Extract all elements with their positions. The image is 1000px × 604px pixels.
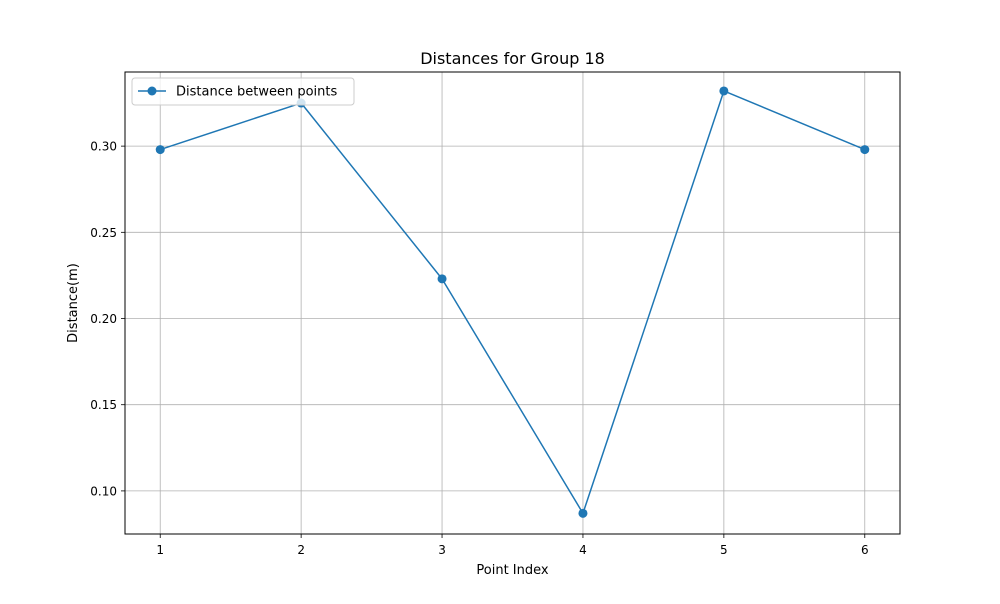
plot-area-frame	[124, 71, 901, 535]
y-tick-label: 0.25	[90, 226, 117, 240]
x-tick-label: 3	[438, 543, 446, 557]
legend-label: Distance between points	[176, 85, 337, 100]
chart-title: Distances for Group 18	[420, 49, 605, 68]
y-tick-label: 0.15	[90, 398, 117, 412]
legend-box	[131, 77, 355, 106]
x-tick-label: 5	[720, 543, 728, 557]
data-point-marker	[578, 508, 588, 518]
y-tick-label: 0.10	[90, 484, 117, 498]
data-point-marker	[719, 86, 729, 96]
x-axis-ticks: 1 2 3 4 5 6	[156, 534, 869, 557]
y-axis-ticks: 0.10 0.15 0.20 0.25 0.30	[90, 140, 125, 498]
data-point-marker	[437, 274, 447, 284]
data-point-marker	[155, 145, 165, 155]
y-axis-label: Distance(m)	[66, 263, 81, 343]
x-tick-label: 6	[861, 543, 869, 557]
y-tick-label: 0.30	[90, 140, 117, 154]
series-layer	[155, 86, 870, 518]
grid	[125, 72, 900, 534]
x-axis-label: Point Index	[476, 563, 549, 578]
x-tick-label: 4	[579, 543, 587, 557]
data-point-marker	[860, 145, 870, 155]
x-tick-label: 2	[297, 543, 305, 557]
series-line	[159, 90, 866, 515]
y-tick-label: 0.20	[90, 312, 117, 326]
legend: Distance between points	[131, 77, 355, 106]
x-tick-label: 1	[156, 543, 164, 557]
legend-marker-swatch	[147, 86, 157, 96]
